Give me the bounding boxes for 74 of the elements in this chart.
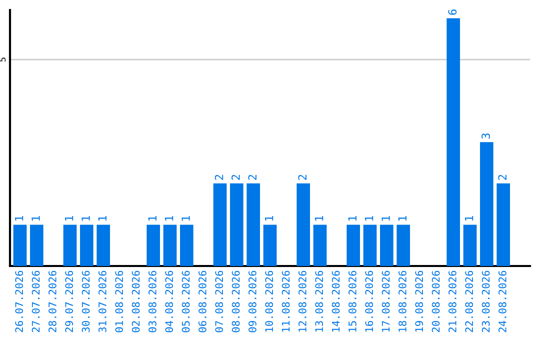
bar bbox=[96, 224, 110, 266]
bar bbox=[363, 224, 377, 266]
bar bbox=[313, 224, 327, 266]
bar bbox=[380, 224, 394, 266]
data-label: 1 bbox=[14, 216, 24, 221]
x-tick-label: 19.08.2026 bbox=[415, 270, 424, 332]
data-label: 1 bbox=[82, 216, 90, 221]
data-label: 1 bbox=[464, 216, 474, 221]
data-label: 6 bbox=[448, 10, 457, 15]
data-label: 1 bbox=[382, 216, 390, 221]
x-tick-label: 03.08.2026 bbox=[148, 270, 156, 332]
x-tick-label: 13.08.2026 bbox=[315, 270, 324, 332]
x-tick-label: 31.07.2026 bbox=[98, 270, 106, 332]
data-label: 2 bbox=[248, 174, 256, 180]
bar bbox=[446, 18, 460, 266]
x-tick-label: 21.08.2026 bbox=[448, 270, 456, 332]
x-tick-label: 08.08.2026 bbox=[232, 270, 240, 332]
x-tick-label: 23.08.2026 bbox=[482, 270, 490, 332]
data-label: 1 bbox=[364, 216, 374, 221]
bar bbox=[463, 224, 477, 266]
x-tick-label: 18.08.2026 bbox=[398, 270, 406, 332]
data-label: 1 bbox=[398, 216, 406, 221]
x-tick-label: 04.08.2026 bbox=[165, 270, 174, 332]
bar bbox=[30, 224, 44, 266]
x-tick-label: 05.08.2026 bbox=[182, 270, 190, 332]
data-label: 3 bbox=[482, 133, 490, 139]
x-tick-label: 26.07.2026 bbox=[15, 270, 24, 332]
x-tick-label: 14.08.2026 bbox=[332, 270, 340, 332]
data-label: 1 bbox=[164, 216, 174, 221]
data-label: 1 bbox=[264, 216, 274, 221]
bar bbox=[146, 224, 160, 266]
bar bbox=[180, 224, 194, 266]
x-tick-label: 16.08.2026 bbox=[365, 270, 374, 332]
data-label: 1 bbox=[182, 216, 190, 221]
data-label: 1 bbox=[314, 216, 324, 221]
x-tick-label: 17.08.2026 bbox=[382, 270, 390, 332]
x-tick-label: 15.08.2026 bbox=[348, 270, 356, 332]
data-label: 2 bbox=[214, 174, 224, 180]
data-label: 2 bbox=[232, 174, 240, 180]
x-tick-label: 22.08.2026 bbox=[465, 270, 474, 332]
x-tick-label: 06.08.2026 bbox=[198, 270, 206, 332]
bar bbox=[230, 183, 244, 266]
x-tick-label: 27.07.2026 bbox=[32, 270, 40, 332]
bar bbox=[496, 183, 510, 266]
x-tick-label: 30.07.2026 bbox=[82, 270, 90, 332]
data-label: 1 bbox=[348, 216, 356, 221]
data-label: 1 bbox=[148, 216, 156, 221]
bar bbox=[396, 224, 410, 266]
x-tick-label: 07.08.2026 bbox=[215, 270, 224, 332]
bar bbox=[13, 224, 27, 266]
x-tick-label: 02.08.2026 bbox=[132, 270, 140, 332]
data-label: 1 bbox=[64, 216, 74, 221]
bar bbox=[480, 142, 494, 266]
x-tick-label: 24.08.2026 bbox=[498, 270, 506, 332]
x-tick-label: 28.07.2026 bbox=[48, 270, 56, 332]
x-tick-label: 10.08.2026 bbox=[265, 270, 274, 332]
bar bbox=[163, 224, 177, 266]
data-label: 1 bbox=[98, 216, 106, 221]
bar bbox=[296, 183, 310, 266]
bar bbox=[346, 224, 360, 266]
x-tick-label: 20.08.2026 bbox=[432, 270, 440, 332]
x-tick-label: 09.08.2026 bbox=[248, 270, 256, 332]
x-tick-label: 11.08.2026 bbox=[282, 270, 290, 332]
data-label: 2 bbox=[298, 174, 306, 180]
x-tick-label: 12.08.2026 bbox=[298, 270, 306, 332]
bar bbox=[213, 183, 227, 266]
bar bbox=[263, 224, 277, 266]
data-label: 1 bbox=[32, 216, 40, 221]
bar bbox=[63, 224, 77, 266]
bar bbox=[246, 183, 260, 266]
x-tick-label: 29.07.2026 bbox=[65, 270, 74, 332]
bar bbox=[80, 224, 94, 266]
data-label: 2 bbox=[498, 174, 506, 180]
x-tick-label: 01.08.2026 bbox=[115, 270, 124, 332]
